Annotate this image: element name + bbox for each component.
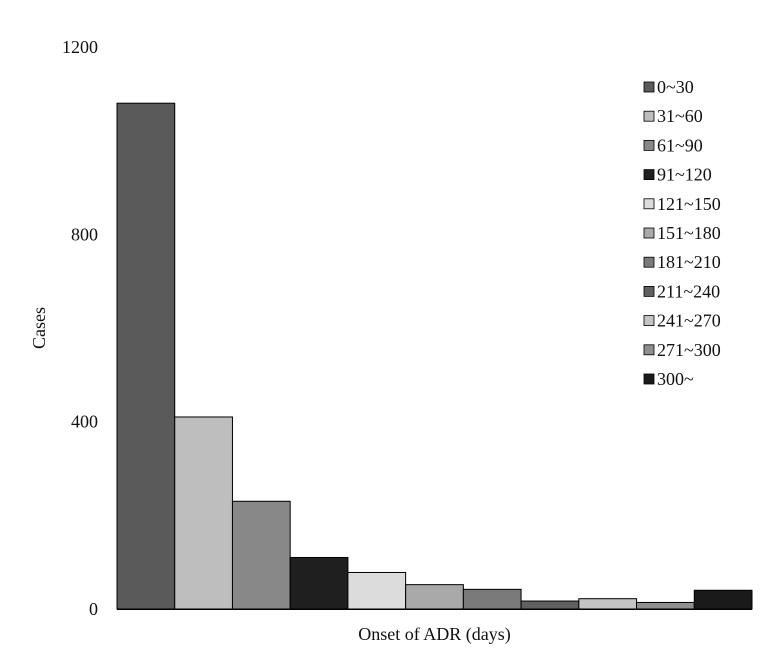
bar-6: [462, 588, 522, 610]
legend-label-7: 211~240: [657, 281, 720, 301]
legend-label-6: 181~210: [657, 252, 721, 272]
legend-label-0: 0~30: [657, 77, 694, 97]
legend-swatch-2: [643, 139, 655, 151]
bar-4: [347, 571, 407, 610]
y-axis-label: Cases: [29, 307, 49, 349]
bars: [116, 102, 753, 610]
legend-swatch-6: [643, 256, 655, 268]
y-tick-label: 1200: [62, 37, 98, 57]
legend-swatch-7: [643, 285, 655, 297]
x-axis-label: Onset of ADR (days): [358, 624, 510, 645]
bar-2: [231, 500, 291, 610]
bar-9: [636, 601, 695, 610]
bar-8: [578, 598, 638, 610]
legend-swatch-9: [643, 344, 655, 356]
legend-label-1: 31~60: [657, 106, 703, 126]
legend-label-4: 121~150: [657, 194, 721, 214]
bar-3: [289, 556, 349, 610]
legend-swatch-8: [643, 315, 655, 327]
bar-1: [174, 416, 233, 610]
bar-5: [405, 584, 464, 610]
legend-label-8: 241~270: [657, 311, 721, 331]
legend-label-10: 300~: [657, 369, 694, 389]
legend-label-2: 61~90: [657, 135, 703, 155]
legend-swatch-4: [643, 198, 655, 210]
legend: 0~30 31~60 61~90 91~120 121~150 151~180 181~21…: [643, 77, 721, 389]
y-tick-label: 800: [71, 224, 98, 244]
legend-swatch-1: [643, 110, 655, 122]
legend-swatch-5: [643, 227, 655, 239]
y-tick-label: 400: [71, 412, 98, 432]
legend-swatch-3: [643, 169, 655, 181]
bar-10: [693, 589, 753, 610]
legend-label-5: 151~180: [657, 223, 721, 243]
legend-swatch-0: [643, 81, 655, 93]
bar-0: [116, 102, 176, 610]
bar-7: [520, 600, 580, 610]
y-tick-label: 0: [89, 599, 98, 619]
legend-label-9: 271~300: [657, 340, 721, 360]
legend-swatch-10: [643, 373, 655, 385]
legend-label-3: 91~120: [657, 165, 712, 185]
y-axis-ticks: 0 400 800 1200: [62, 37, 98, 619]
